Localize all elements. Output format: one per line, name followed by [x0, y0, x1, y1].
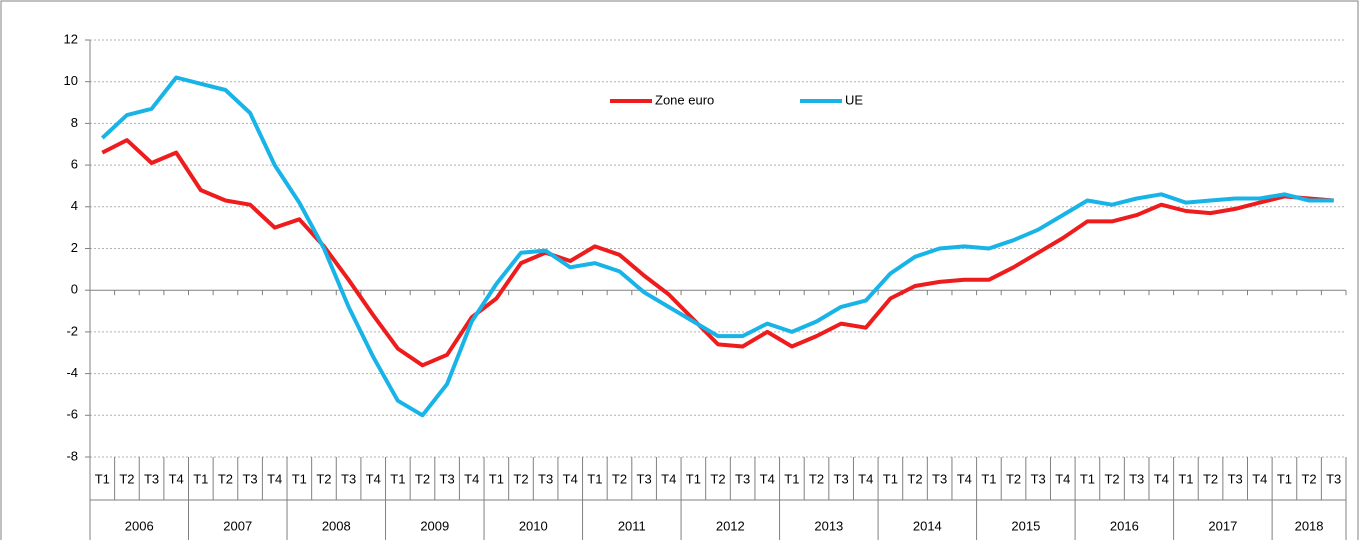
y-tick-label: -2: [66, 323, 78, 338]
x-tick-label: T2: [907, 471, 922, 486]
x-tick-label: T4: [563, 471, 578, 486]
y-tick-label: 6: [71, 157, 78, 172]
x-tick-label: T4: [366, 471, 381, 486]
x-tick-label: T2: [1301, 471, 1316, 486]
x-tick-label: T3: [1326, 471, 1341, 486]
series-line: [101, 138, 1334, 368]
x-tick-label: T2: [415, 471, 430, 486]
x-tick-label: T1: [95, 471, 110, 486]
y-tick-label: 10: [64, 73, 78, 88]
x-tick-label: T2: [809, 471, 824, 486]
y-tick-label: -4: [66, 365, 78, 380]
x-tick-label: T3: [1129, 471, 1144, 486]
year-label: 2016: [1110, 518, 1139, 533]
year-label: 2012: [716, 518, 745, 533]
x-tick-label: T3: [637, 471, 652, 486]
x-tick-label: T4: [1055, 471, 1070, 486]
y-tick-label: 2: [71, 240, 78, 255]
x-tick-label: T4: [760, 471, 775, 486]
year-label: 2011: [618, 518, 646, 533]
y-tick-label: -8: [66, 448, 78, 463]
x-tick-label: T1: [883, 471, 898, 486]
x-tick-label: T4: [464, 471, 479, 486]
x-tick-label: T3: [1228, 471, 1243, 486]
x-tick-label: T1: [784, 471, 799, 486]
year-label: 2018: [1295, 518, 1324, 533]
x-tick-label: T4: [1154, 471, 1169, 486]
x-tick-label: T4: [957, 471, 972, 486]
x-tick-label: T1: [193, 471, 208, 486]
x-tick-label: T1: [587, 471, 602, 486]
y-tick-label: 0: [71, 282, 78, 297]
x-tick-label: T1: [1277, 471, 1292, 486]
x-tick-label: T1: [390, 471, 405, 486]
legend-label: UE: [845, 92, 863, 107]
x-tick-label: T2: [1006, 471, 1021, 486]
x-tick-label: T4: [661, 471, 676, 486]
year-label: 2008: [322, 518, 351, 533]
y-tick-label: 12: [64, 31, 78, 46]
x-tick-label: T2: [513, 471, 528, 486]
year-label: 2017: [1208, 518, 1237, 533]
y-tick-label: 8: [71, 115, 78, 130]
x-tick-label: T4: [169, 471, 184, 486]
x-tick-label: T3: [735, 471, 750, 486]
x-tick-label: T4: [858, 471, 873, 486]
year-label: 2013: [814, 518, 843, 533]
x-tick-label: T3: [932, 471, 947, 486]
legend-label: Zone euro: [655, 92, 714, 107]
x-tick-label: T2: [218, 471, 233, 486]
y-tick-label: -6: [66, 407, 78, 422]
x-tick-label: T1: [981, 471, 996, 486]
x-tick-label: T2: [1104, 471, 1119, 486]
x-tick-label: T2: [612, 471, 627, 486]
x-tick-label: T1: [1178, 471, 1193, 486]
series-line: [100, 75, 1334, 418]
x-tick-label: T1: [686, 471, 701, 486]
x-tick-label: T3: [538, 471, 553, 486]
x-tick-label: T4: [1252, 471, 1267, 486]
x-tick-label: T2: [710, 471, 725, 486]
year-label: 2010: [519, 518, 548, 533]
x-tick-label: T2: [119, 471, 134, 486]
x-tick-label: T1: [1080, 471, 1095, 486]
x-tick-label: T1: [489, 471, 504, 486]
year-label: 2015: [1011, 518, 1040, 533]
year-label: 2014: [913, 518, 942, 533]
y-tick-label: 4: [71, 198, 78, 213]
year-label: 2009: [420, 518, 449, 533]
x-tick-label: T3: [341, 471, 356, 486]
x-tick-label: T3: [242, 471, 257, 486]
year-label: 2006: [125, 518, 154, 533]
x-tick-label: T2: [316, 471, 331, 486]
x-tick-label: T3: [440, 471, 455, 486]
x-tick-label: T2: [1203, 471, 1218, 486]
x-tick-label: T1: [292, 471, 307, 486]
x-tick-label: T4: [267, 471, 282, 486]
x-tick-label: T3: [1031, 471, 1046, 486]
x-tick-label: T3: [834, 471, 849, 486]
x-tick-label: T3: [144, 471, 159, 486]
year-label: 2007: [223, 518, 252, 533]
